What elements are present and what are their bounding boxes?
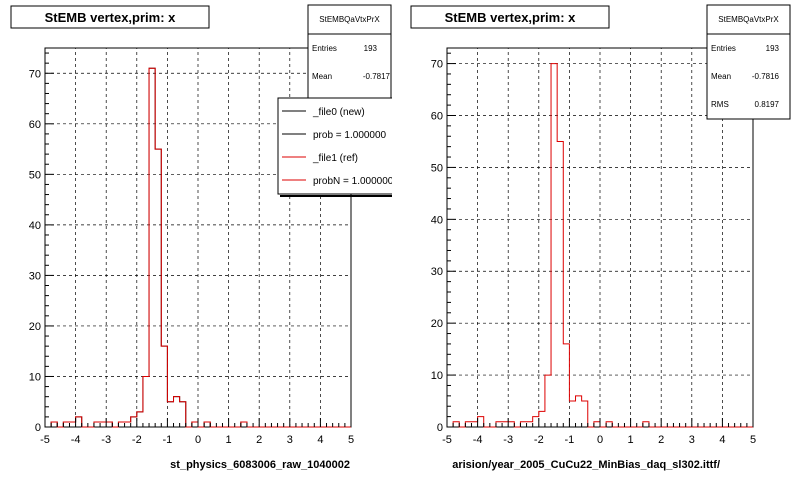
right-grid [447,48,753,427]
left-ytick-label: 60 [29,119,41,131]
left-ytick-label: 50 [29,169,41,181]
right-ytick-label: 50 [431,162,443,174]
legend-label: prob = 1.000000 [313,130,387,141]
left-xtick-label: -5 [40,434,50,446]
right-xtick-label: 4 [719,434,725,446]
legend-label: probN = 1.000000 [313,176,394,187]
right-ytick-label: 20 [431,318,443,330]
right-stats-mean-value: -0.7816 [752,72,780,81]
right-stats-rms-label: RMS [711,100,729,109]
right-ytick-label: 10 [431,370,443,382]
right-ytick-label: 60 [431,110,443,122]
left-xtick-label: -4 [71,434,81,446]
left-xtick-label: 2 [256,434,262,446]
left-xtick-label: 3 [287,434,293,446]
legend-label: _file0 (new) [312,107,365,118]
right-xtick-label: -2 [534,434,544,446]
left-xtick-label: -1 [163,434,173,446]
right-xtick-label: 3 [689,434,695,446]
right-stats-rms-value: 0.8197 [755,100,780,109]
left-stats-mean-value: -0.7817 [363,72,391,81]
right-title: StEMB vertex,prim: x [445,10,577,25]
right-xlabel: arision/year_2005_CuCu22_MinBias_daq_sl3… [452,459,720,471]
right-stats-entries-value: 193 [766,44,780,53]
left-histogram [45,67,351,428]
right-histogram [447,63,753,428]
left-ytick-label: 40 [29,220,41,232]
left-ytick-label: 10 [29,371,41,383]
right-stats-name: StEMBQaVtxPrX [718,15,779,24]
left-title-box: StEMB vertex,prim: x [10,5,210,29]
right-stats-entries-label: Entries [711,44,736,53]
left-xtick-label: 0 [195,434,201,446]
right-xtick-label: 5 [750,434,756,446]
right-ytick-label: 30 [431,266,443,278]
right-ytick-label: 40 [431,214,443,226]
right-stats-box: StEMBQaVtxPrX Entries 193 Mean -0.7816 R… [706,4,791,120]
right-ytick-label: 70 [431,59,443,71]
left-title: StEMB vertex,prim: x [45,10,177,25]
left-stats-box: StEMBQaVtxPrX Entries 193 Mean -0.7817 [307,4,392,99]
right-title-box: StEMB vertex,prim: x [410,5,610,29]
left-xtick-label: 5 [348,434,354,446]
left-series-1-line [45,67,351,428]
right-xtick-label: 2 [658,434,664,446]
right-xtick-label: -3 [503,434,513,446]
right-xtick-label: -1 [565,434,575,446]
left-xtick-label: 4 [317,434,323,446]
left-ytick-label: 30 [29,270,41,282]
left-legend: _file0 (new) prob = 1.000000 _file1 (ref) p… [277,97,394,197]
left-ytick-label: 0 [35,422,41,434]
right-series-0-line [447,63,753,428]
left-xtick-label: -2 [132,434,142,446]
left-xtick-label: 1 [226,434,232,446]
right-xtick-label: 0 [597,434,603,446]
left-ytick-label: 20 [29,321,41,333]
right-xtick-label: -4 [473,434,483,446]
left-stats-entries-label: Entries [312,44,337,53]
left-ytick-label: 70 [29,68,41,80]
left-stats-entries-value: 193 [364,44,378,53]
left-xtick-label: -3 [101,434,111,446]
left-xlabel: st_physics_6083006_raw_1040002 [170,459,350,471]
right-plot-frame [446,47,754,428]
legend-label: _file1 (ref) [312,153,358,164]
right-ytick-label: 0 [437,422,443,434]
left-stats-name: StEMBQaVtxPrX [319,15,380,24]
right-xtick-label: 1 [628,434,634,446]
right-stats-mean-label: Mean [711,72,731,81]
right-xtick-label: -5 [442,434,452,446]
left-stats-mean-label: Mean [312,72,332,81]
